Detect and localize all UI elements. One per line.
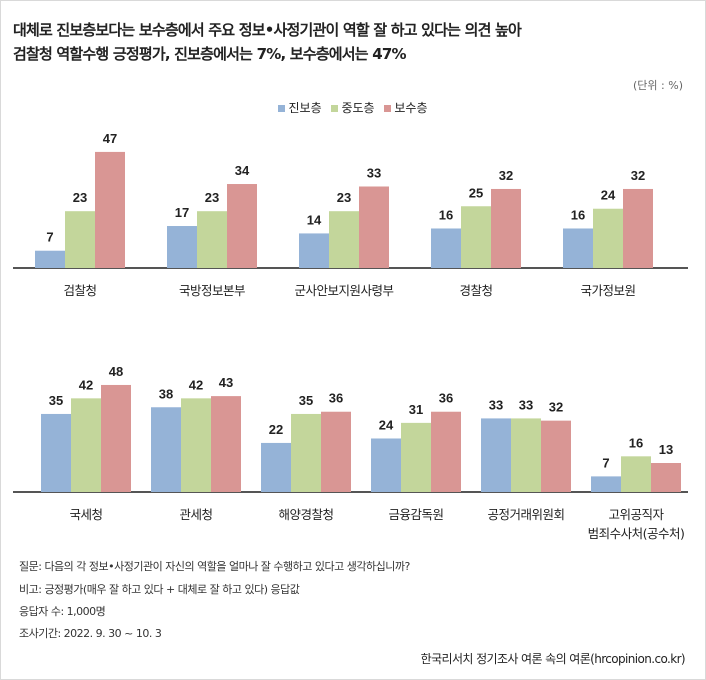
bar <box>623 188 653 268</box>
legend-item-moderate: 중도층 <box>331 99 375 116</box>
legend-label: 중도층 <box>341 101 375 115</box>
legend-swatch <box>331 105 339 112</box>
data-label: 16 <box>439 207 453 222</box>
data-label: 31 <box>409 402 423 417</box>
bar <box>431 411 461 492</box>
category-label: 군사안보지원사령부 <box>294 283 393 298</box>
bar <box>71 398 101 492</box>
category-label: 금융감독원 <box>388 507 443 522</box>
bar <box>227 184 257 268</box>
data-label: 42 <box>189 377 203 392</box>
title-line-2: 검찰청 역할수행 긍정평가, 진보층에서는 7%, 보수층에서는 47% <box>13 45 407 63</box>
bar <box>261 442 291 492</box>
category-label: 범죄수사처(공수처) <box>588 526 685 541</box>
legend-swatch <box>278 105 286 112</box>
data-label: 16 <box>571 207 585 222</box>
data-label: 33 <box>519 397 533 412</box>
category-label: 국세청 <box>69 507 102 522</box>
bar <box>431 228 461 268</box>
data-label: 32 <box>631 168 645 183</box>
data-label: 48 <box>109 364 123 379</box>
bar-chart-bottom: 35 42 48 국세청 38 42 43 관세청 22 35 36 해양경찰청 24 31 36 금융감독원… <box>13 364 688 541</box>
category-label: 공정거래위원회 <box>487 507 564 522</box>
bar <box>563 228 593 268</box>
data-label: 43 <box>219 375 233 390</box>
bar <box>35 250 65 268</box>
title-line-1: 대체로 진보층보다는 보수층에서 주요 정보•사정기관이 역할 잘 하고 있다는… <box>13 21 522 39</box>
data-label: 34 <box>235 163 250 178</box>
category-label: 경찰청 <box>459 283 492 298</box>
legend: 진보층 중도층 보수층 <box>1 99 705 116</box>
data-label: 22 <box>269 422 283 437</box>
bar <box>211 396 241 492</box>
data-label: 17 <box>175 205 189 220</box>
category-label: 검찰청 <box>63 283 96 298</box>
bar <box>65 211 95 268</box>
data-label: 16 <box>629 435 643 450</box>
bar <box>461 206 491 268</box>
legend-item-progressive: 진보층 <box>278 99 322 116</box>
bar <box>371 438 401 492</box>
data-label: 23 <box>205 190 219 205</box>
bar <box>291 413 321 492</box>
data-label: 32 <box>499 168 513 183</box>
note-respondents: 응답자 수: 1,000명 <box>19 605 106 618</box>
legend-swatch <box>384 105 392 112</box>
bar <box>359 186 389 268</box>
data-label: 35 <box>49 393 63 408</box>
data-label: 32 <box>549 400 563 415</box>
data-label: 33 <box>367 165 381 180</box>
data-label: 25 <box>469 185 483 200</box>
bar <box>321 411 351 492</box>
category-label: 국방정보본부 <box>179 283 245 298</box>
category-label: 국가정보원 <box>580 283 635 298</box>
bar-chart-top: 7 23 47 검찰청 17 23 34 국방정보본부 14 23 33 군사안보지원사령부 16 25 3… <box>13 131 688 298</box>
category-label: 관세청 <box>179 507 212 522</box>
bar <box>197 211 227 268</box>
legend-label: 보수층 <box>394 101 428 115</box>
legend-label: 진보층 <box>288 101 322 115</box>
data-label: 14 <box>307 212 322 227</box>
bar <box>401 422 431 492</box>
bar <box>511 418 541 492</box>
category-label: 고위공직자 <box>608 507 664 522</box>
unit-label: (단위 : %) <box>633 79 683 92</box>
bar <box>95 151 125 268</box>
data-label: 36 <box>329 391 343 406</box>
bar <box>151 407 181 492</box>
note-remark: 비고: 긍정평가(매우 잘 하고 있다 + 대체로 잘 하고 있다) 응답값 <box>19 583 300 596</box>
legend-item-conservative: 보수층 <box>384 99 428 116</box>
data-label: 24 <box>601 188 616 203</box>
data-label: 23 <box>337 190 351 205</box>
data-label: 47 <box>103 131 117 146</box>
category-label: 해양경찰청 <box>278 507 333 522</box>
data-label: 42 <box>79 377 93 392</box>
note-period: 조사기간: 2022. 9. 30 ~ 10. 3 <box>19 627 162 640</box>
bar <box>621 456 651 492</box>
bar <box>593 208 623 268</box>
bar <box>491 188 521 268</box>
data-label: 38 <box>159 386 173 401</box>
data-label: 33 <box>489 397 503 412</box>
data-label: 7 <box>46 230 53 245</box>
bar <box>329 211 359 268</box>
data-label: 35 <box>299 393 313 408</box>
note-question: 질문: 다음의 각 정보•사정기관이 자신의 역할을 얼마나 잘 수행하고 있다… <box>19 560 410 573</box>
bar <box>167 226 197 268</box>
bar <box>651 463 681 492</box>
bar <box>591 476 621 492</box>
bar <box>101 384 131 492</box>
bar <box>481 418 511 492</box>
data-label: 24 <box>379 417 394 432</box>
bar <box>181 398 211 492</box>
bar <box>299 233 329 268</box>
data-label: 7 <box>602 455 609 470</box>
data-label: 36 <box>439 391 453 406</box>
data-label: 23 <box>73 190 87 205</box>
bar <box>41 413 71 492</box>
data-label: 13 <box>659 442 673 457</box>
bar <box>541 420 571 492</box>
source: 한국리서치 정기조사 여론 속의 여론(hrcopinion.co.kr) <box>420 652 686 666</box>
